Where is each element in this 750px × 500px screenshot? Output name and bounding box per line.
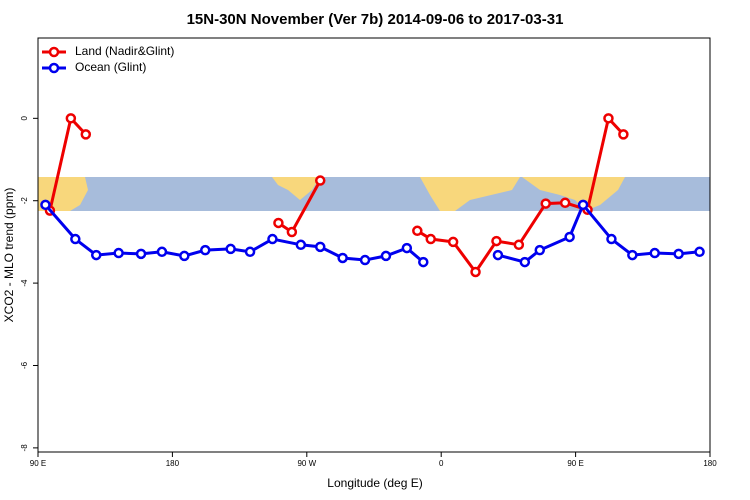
point bbox=[113, 247, 124, 259]
chart-title: 15N-30N November (Ver 7b) 2014-09-06 to … bbox=[187, 11, 564, 28]
point bbox=[135, 248, 147, 260]
point bbox=[267, 233, 278, 245]
point bbox=[273, 217, 284, 229]
y-tick-label: -8 bbox=[20, 444, 29, 452]
plot-frame bbox=[37, 37, 711, 453]
legend-label: Land (Nadir&Glint) bbox=[75, 44, 174, 58]
y-tick-label: -6 bbox=[20, 361, 29, 369]
y-tick-label: -2 bbox=[20, 197, 29, 205]
map-background bbox=[38, 177, 710, 211]
y-tick-label: -4 bbox=[20, 279, 29, 287]
point bbox=[513, 239, 525, 251]
point bbox=[225, 243, 236, 255]
point bbox=[627, 249, 638, 261]
point bbox=[359, 254, 371, 266]
point bbox=[447, 236, 459, 248]
point bbox=[40, 199, 51, 211]
point bbox=[673, 248, 684, 260]
point bbox=[156, 246, 168, 258]
point bbox=[65, 113, 77, 124]
point bbox=[470, 266, 481, 278]
x-tick-label: 90 E bbox=[30, 459, 46, 468]
point bbox=[244, 246, 256, 258]
point bbox=[694, 246, 705, 258]
point bbox=[618, 129, 629, 140]
x-tick-label: 180 bbox=[703, 459, 717, 468]
x-tick-label: 90 W bbox=[297, 459, 316, 468]
legend-label: Ocean (Glint) bbox=[75, 60, 146, 74]
point bbox=[491, 235, 502, 247]
point bbox=[90, 249, 102, 261]
point bbox=[179, 250, 190, 262]
point bbox=[649, 247, 660, 259]
point bbox=[559, 197, 571, 209]
point bbox=[425, 233, 436, 245]
x-tick-label: 0 bbox=[439, 459, 444, 468]
point bbox=[337, 252, 348, 264]
legend-marker bbox=[48, 62, 60, 74]
point bbox=[314, 241, 326, 253]
point bbox=[418, 256, 429, 268]
point bbox=[295, 239, 307, 251]
point bbox=[540, 198, 551, 209]
point bbox=[380, 250, 392, 262]
point bbox=[286, 226, 298, 238]
y-tick-label: 0 bbox=[20, 116, 29, 121]
point bbox=[200, 244, 211, 256]
point bbox=[534, 244, 546, 256]
y-axis-label: XCO2 - MLO trend (ppm) bbox=[2, 188, 16, 323]
point bbox=[606, 233, 617, 245]
point bbox=[401, 242, 413, 254]
point bbox=[603, 113, 614, 124]
point bbox=[519, 256, 531, 268]
point bbox=[577, 199, 589, 211]
legend-marker bbox=[48, 46, 60, 58]
point bbox=[70, 233, 81, 245]
x-axis-label: Longitude (deg E) bbox=[327, 476, 422, 490]
x-tick-label: 90 E bbox=[567, 459, 583, 468]
point bbox=[412, 225, 423, 237]
point bbox=[564, 231, 575, 243]
point bbox=[80, 129, 92, 140]
point bbox=[314, 175, 326, 186]
point bbox=[492, 249, 504, 261]
x-tick-label: 180 bbox=[166, 459, 180, 468]
